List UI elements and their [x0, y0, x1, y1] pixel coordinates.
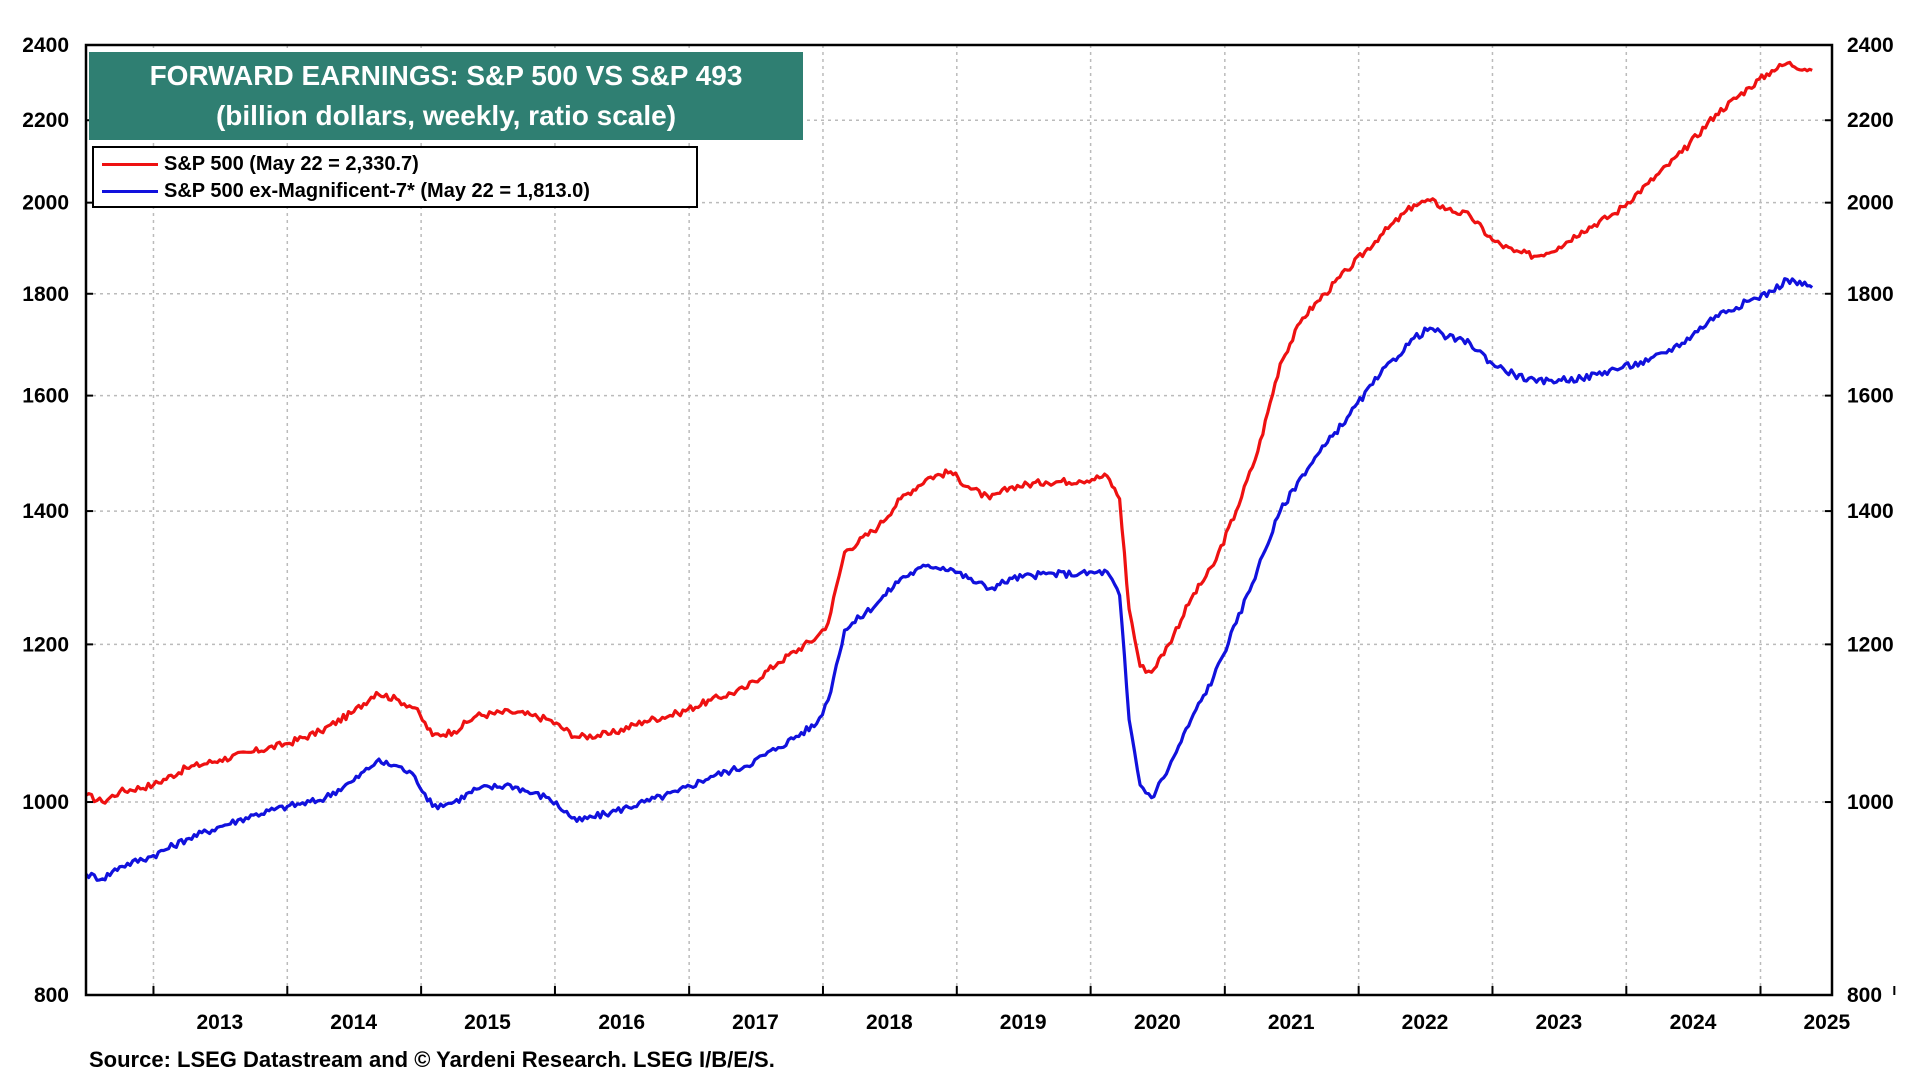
- x-tick-label: 2021: [1268, 1011, 1315, 1034]
- x-tick-label: 2019: [1000, 1011, 1047, 1034]
- x-tick-label: 2024: [1670, 1011, 1717, 1034]
- x-tick-label: 2013: [196, 1011, 243, 1034]
- x-tick-label: 2023: [1535, 1011, 1582, 1034]
- y-tick-label-left: 1600: [22, 385, 69, 408]
- x-tick-label: 2017: [732, 1011, 779, 1034]
- y-tick-label-left: 1800: [22, 283, 69, 306]
- series-line-sp500: [85, 60, 1813, 805]
- y-tick-label-right: 2400: [1847, 34, 1894, 57]
- y-tick-label-left: 2400: [22, 34, 69, 57]
- y-tick-label-right: 1000: [1847, 791, 1894, 814]
- y-tick-label-left: 800: [34, 984, 69, 1007]
- legend-item: S&P 500 ex-Magnificent-7* (May 22 = 1,81…: [102, 178, 696, 205]
- axis-ticks: 800 800 1000 1000 1200 1200 1400 1400 1600 1600 18…: [22, 34, 1896, 1034]
- x-tick-label: 2022: [1402, 1011, 1449, 1034]
- legend-item: S&P 500 (May 22 = 2,330.7): [102, 151, 696, 178]
- chart-title-line2: (billion dollars, weekly, ratio scale): [215, 100, 677, 131]
- legend-swatch-sp500: [102, 163, 158, 166]
- grid-lines: [86, 45, 1832, 995]
- y-tick-label-left: 2000: [22, 192, 69, 215]
- y-tick-label-right: 800: [1847, 984, 1882, 1007]
- y-tick-label-left: 1000: [22, 791, 69, 814]
- x-tick-label: 2020: [1134, 1011, 1181, 1034]
- y-tick-label-right: 1800: [1847, 283, 1894, 306]
- y-tick-label-left: 2200: [22, 109, 69, 132]
- x-tick-label: 2015: [464, 1011, 511, 1034]
- title-background: [89, 52, 803, 140]
- x-tick-label: 2014: [330, 1011, 377, 1034]
- y-tick-label-right: 1600: [1847, 385, 1894, 408]
- x-tick-label: 2025: [1804, 1011, 1851, 1034]
- series-line-ex-mag7: [84, 277, 1814, 882]
- legend: S&P 500 (May 22 = 2,330.7) S&P 500 ex-Ma…: [92, 146, 698, 208]
- legend-label-ex-mag7: S&P 500 ex-Magnificent-7* (May 22 = 1,81…: [164, 180, 590, 202]
- chart-title-line1: FORWARD EARNINGS: S&P 500 VS S&P 493: [149, 60, 743, 91]
- plot-frame: [84, 43, 1834, 997]
- legend-swatch-ex-mag7: [102, 190, 158, 193]
- y-tick-label-right: 1200: [1847, 633, 1894, 656]
- x-tick-label: 2018: [866, 1011, 913, 1034]
- legend-label-sp500: S&P 500 (May 22 = 2,330.7): [164, 153, 419, 175]
- y-tick-label-right: 1400: [1847, 500, 1894, 523]
- y-tick-label-right: 2200: [1847, 109, 1894, 132]
- y-tick-label-right: 2000: [1847, 192, 1894, 215]
- chart-title: FORWARD EARNINGS: S&P 500 VS S&P 493 (bi…: [89, 52, 803, 140]
- x-tick-label: 2016: [598, 1011, 645, 1034]
- series-lines: [84, 60, 1814, 882]
- source-note: Source: LSEG Datastream and © Yardeni Re…: [89, 1047, 775, 1072]
- y-tick-label-left: 1200: [22, 633, 69, 656]
- y-tick-label-left: 1400: [22, 500, 69, 523]
